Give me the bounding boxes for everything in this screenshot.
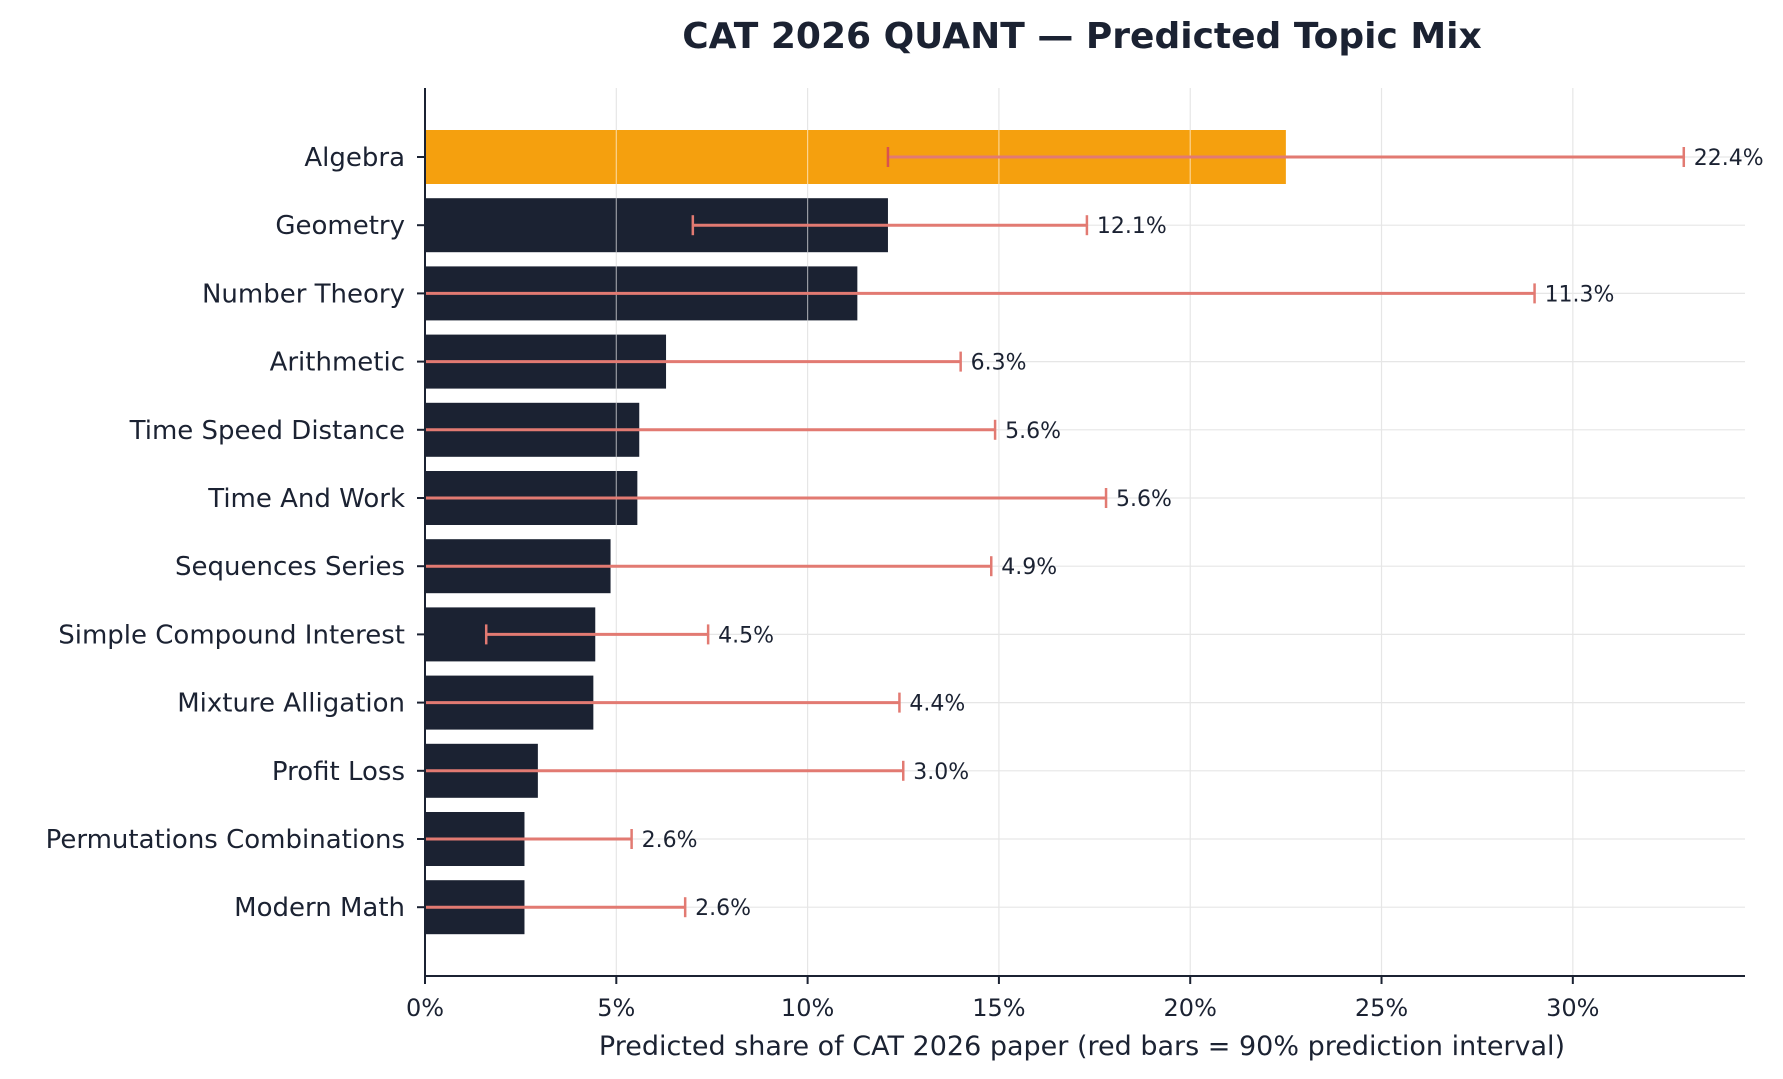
prediction-intervals [425,147,1686,918]
category-label: Algebra [304,143,405,173]
x-tick-label: 15% [972,994,1025,1022]
x-tick-label: 0% [406,994,444,1022]
category-label: Sequences Series [175,552,405,582]
value-label: 3.0% [913,760,969,785]
value-label: 6.3% [971,351,1027,376]
category-label: Profit Loss [272,757,405,787]
category-label: Arithmetic [270,348,405,378]
category-label: Modern Math [234,893,405,923]
category-label: Permutations Combinations [46,825,405,855]
category-label: Simple Compound Interest [58,620,405,650]
x-tick-label: 5% [597,994,635,1022]
value-label: 4.4% [909,692,965,717]
value-label: 22.4% [1694,146,1764,171]
category-label: Mixture Alligation [177,689,405,719]
x-tick-label: 30% [1546,994,1599,1022]
category-label: Time Speed Distance [129,416,405,446]
bars [425,130,1286,935]
chart-title: CAT 2026 QUANT — Predicted Topic Mix [682,16,1481,57]
value-label: 4.5% [718,623,774,648]
category-label: Number Theory [202,279,405,309]
value-label: 2.6% [695,896,751,921]
x-tick-label: 20% [1164,994,1217,1022]
x-tick-label: 25% [1355,994,1408,1022]
x-tick-label: 10% [781,994,834,1022]
labels: 0% 5% 10% 15% 20% 25% 30% 22.4% 12.1% 11.3% 6.3% 5.… [46,143,1764,1022]
value-label: 5.6% [1005,419,1061,444]
value-label: 12.1% [1097,214,1167,239]
category-label: Time And Work [207,484,405,514]
x-axis-label: Predicted share of CAT 2026 paper (red b… [599,1031,1565,1062]
value-label: 4.9% [1001,555,1057,580]
value-label: 11.3% [1545,282,1615,307]
value-label: 2.6% [642,828,698,853]
category-label: Geometry [275,211,405,241]
value-label: 5.6% [1116,487,1172,512]
